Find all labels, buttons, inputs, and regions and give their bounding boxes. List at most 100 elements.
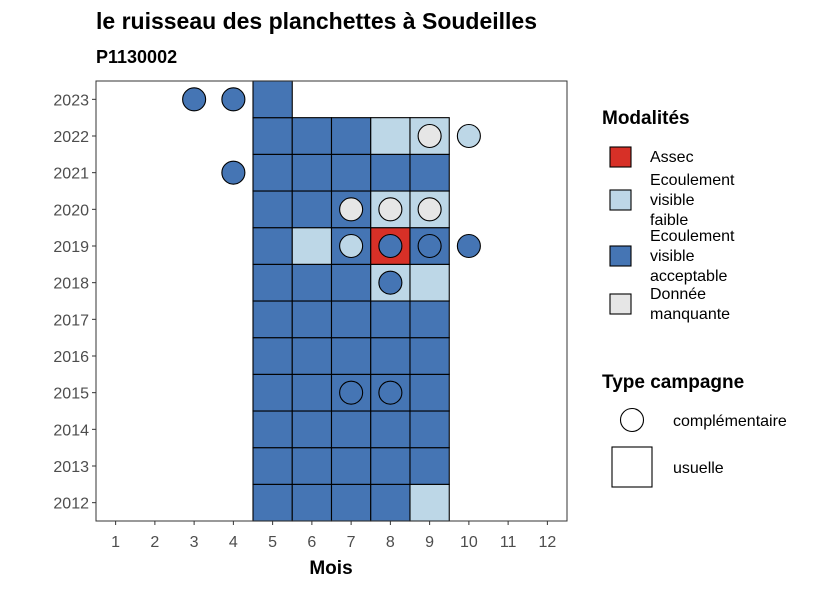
tile-usuelle [252, 300, 293, 339]
legend-key-manquante [609, 293, 632, 315]
y-tick-label: 2014 [53, 422, 89, 439]
tile-usuelle [291, 337, 333, 375]
point-complementaire [378, 197, 403, 222]
y-tick-label: 2022 [53, 129, 89, 146]
x-tick-label: 11 [500, 534, 517, 551]
y-axis: 2012 2013 2014 2015 2016 2017 2018 2019 2020 2021… [53, 92, 96, 513]
y-tick-label: 2016 [53, 349, 89, 366]
x-tick-label: 5 [268, 534, 277, 551]
tile-usuelle [370, 447, 411, 485]
y-tick-label: 2013 [53, 459, 89, 476]
x-tick-label: 1 [111, 534, 120, 551]
chart-title: le ruisseau des planchettes à Soudeilles [96, 8, 537, 34]
y-tick-label: 2023 [53, 92, 89, 109]
tile-usuelle [330, 483, 372, 522]
legend-key-usuelle [611, 446, 653, 488]
legend-key-assec [609, 146, 632, 168]
tile-usuelle [409, 300, 450, 339]
y-tick-label: 2020 [53, 202, 89, 219]
tile-usuelle [291, 410, 333, 449]
legend-key-acceptable [609, 245, 632, 267]
chart-subtitle: P1130002 [96, 47, 177, 67]
tile-usuelle [252, 263, 293, 302]
tile-usuelle [330, 337, 372, 375]
legend-label-complementaire: complémentaire [673, 413, 787, 430]
tile-usuelle [291, 483, 333, 522]
tile-usuelle [370, 300, 411, 339]
point-complementaire [221, 87, 246, 112]
tile-usuelle [252, 190, 293, 229]
legend-label-manquante: Donnée manquante [650, 286, 730, 323]
tile-usuelle [409, 447, 450, 485]
tile-usuelle [252, 153, 293, 192]
tile-usuelle [252, 410, 293, 449]
point-complementaire [339, 380, 364, 405]
y-tick-label: 2018 [53, 276, 89, 293]
point-complementaire [456, 123, 481, 149]
y-tick-label: 2021 [53, 166, 89, 183]
tile-usuelle [330, 300, 372, 339]
tile-usuelle [409, 337, 450, 375]
legend-label-faible: Ecoulement visible faible [650, 172, 735, 229]
legend-title-modalites: Modalités [602, 108, 690, 129]
tile-usuelle [370, 337, 411, 375]
point-complementaire [417, 233, 442, 259]
tile-usuelle [291, 153, 333, 192]
x-tick-label: 7 [347, 534, 356, 551]
point-complementaire [182, 87, 207, 112]
tile-usuelle [291, 227, 333, 265]
tile-usuelle [370, 483, 411, 522]
tile-usuelle [291, 300, 333, 339]
tile-usuelle [409, 373, 450, 412]
tile-usuelle [330, 263, 372, 302]
x-tick-label: 12 [538, 534, 556, 551]
tile-usuelle [252, 80, 293, 119]
x-tick-label: 10 [460, 534, 478, 551]
tile-usuelle [330, 447, 372, 485]
tile-usuelle [252, 227, 293, 265]
tile-usuelle [252, 117, 293, 155]
tile-usuelle [291, 373, 333, 412]
x-tick-label: 4 [229, 534, 238, 551]
tile-usuelle [291, 117, 333, 155]
tile-usuelle [252, 483, 293, 522]
tile-usuelle [252, 447, 293, 485]
legend-key-faible [609, 189, 632, 211]
x-tick-label: 9 [425, 534, 434, 551]
plot-area [95, 80, 568, 522]
tile-usuelle [291, 263, 333, 302]
x-tick-label: 6 [307, 534, 316, 551]
x-tick-label: 3 [190, 534, 199, 551]
tile-usuelle [370, 410, 411, 449]
plot-border [95, 80, 568, 522]
tile-usuelle [409, 410, 450, 449]
point-complementaire [221, 160, 246, 185]
point-complementaire [378, 380, 403, 405]
tile-usuelle [291, 447, 333, 485]
tile-usuelle [330, 117, 372, 155]
legend-label-assec: Assec [650, 149, 694, 166]
x-tick-label: 2 [150, 534, 159, 551]
tile-usuelle [409, 153, 450, 192]
tile-usuelle [330, 153, 372, 192]
legend: Modalités Assec Ecoulement visible faibleEc… [602, 108, 787, 488]
x-axis-title: Mois [309, 558, 352, 579]
point-complementaire [339, 197, 364, 222]
x-axis: 1 2 3 4 5 6 7 8 9 10 11 12 [111, 521, 556, 551]
tile-usuelle [252, 337, 293, 375]
tile-usuelle [409, 263, 450, 302]
point-complementaire [378, 270, 403, 295]
tile-usuelle [291, 190, 333, 229]
point-complementaire [339, 233, 364, 259]
x-tick-label: 8 [386, 534, 395, 551]
tile-usuelle [409, 483, 450, 522]
legend-type-campagne: complémentaire usuelle [611, 407, 787, 488]
y-tick-label: 2019 [53, 239, 89, 256]
tile-usuelle [330, 410, 372, 449]
legend-label-usuelle: usuelle [673, 460, 724, 477]
y-tick-label: 2017 [53, 312, 89, 329]
point-complementaire [456, 233, 481, 259]
tile-usuelle [370, 117, 411, 155]
y-tick-label: 2012 [53, 496, 89, 513]
